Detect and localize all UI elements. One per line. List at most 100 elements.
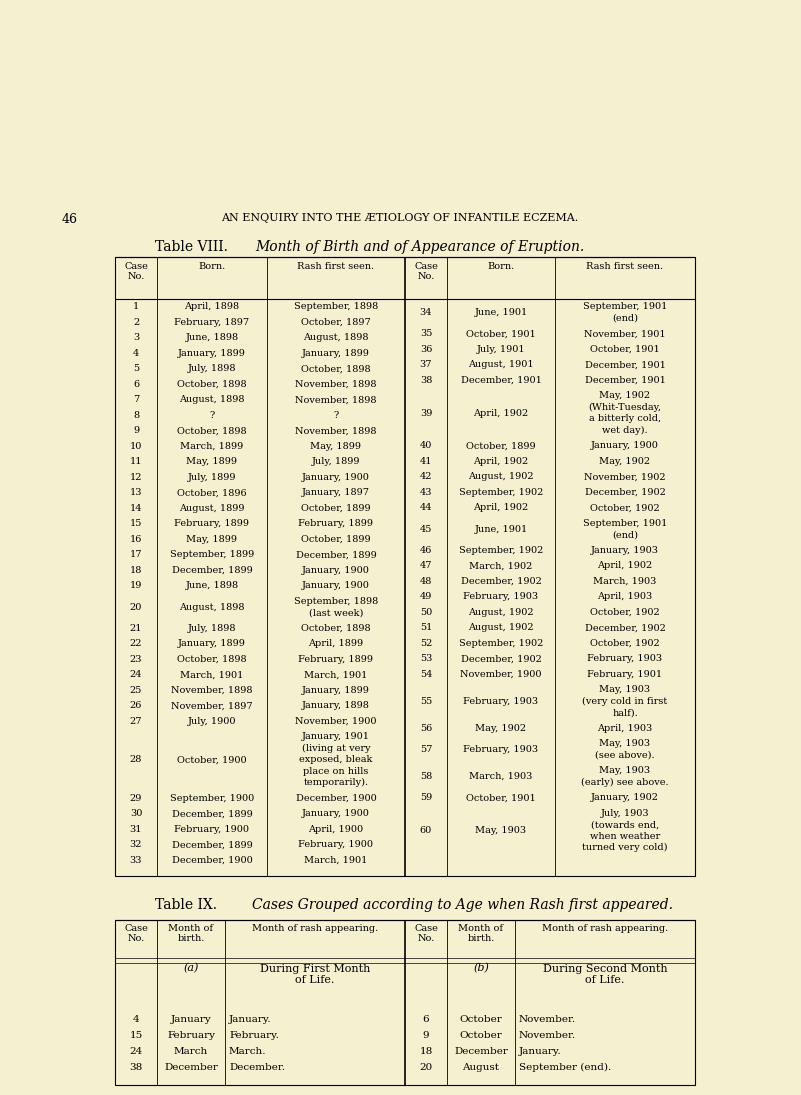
Text: January, 1900: January, 1900 [591, 441, 659, 450]
Text: September, 1902: September, 1902 [459, 638, 543, 648]
Text: Rash first seen.: Rash first seen. [586, 262, 663, 270]
Text: 24: 24 [130, 1047, 143, 1056]
Text: June, 1901: June, 1901 [474, 525, 528, 533]
Text: February, 1897: February, 1897 [175, 318, 250, 326]
Text: (last week): (last week) [309, 608, 363, 618]
Text: July, 1899: July, 1899 [312, 458, 360, 466]
Text: 28: 28 [130, 756, 143, 764]
Text: 10: 10 [130, 441, 143, 451]
Text: May, 1903: May, 1903 [599, 766, 650, 775]
Text: August, 1902: August, 1902 [469, 623, 533, 632]
Text: 51: 51 [420, 623, 433, 632]
Text: 41: 41 [420, 457, 433, 465]
Text: ?: ? [333, 411, 339, 419]
Text: exposed, bleak: exposed, bleak [300, 756, 372, 764]
Text: March, 1901: March, 1901 [304, 856, 368, 865]
Text: August, 1898: August, 1898 [304, 333, 368, 343]
Text: February, 1901: February, 1901 [587, 670, 662, 679]
Text: March, 1903: March, 1903 [594, 577, 657, 586]
Text: wet day).: wet day). [602, 426, 648, 435]
Text: July, 1903: July, 1903 [601, 809, 650, 818]
Text: (end): (end) [612, 530, 638, 539]
Text: May, 1903: May, 1903 [599, 739, 650, 748]
Text: 55: 55 [420, 696, 432, 706]
Text: 31: 31 [130, 825, 143, 833]
Text: October, 1902: October, 1902 [590, 608, 660, 616]
Text: May, 1899: May, 1899 [187, 534, 238, 544]
Text: Case
No.: Case No. [124, 924, 148, 944]
Text: December: December [164, 1062, 218, 1072]
Text: November.: November. [519, 1030, 576, 1039]
Text: March, 1902: March, 1902 [469, 562, 533, 570]
Text: January, 1903: January, 1903 [591, 545, 659, 555]
Text: 49: 49 [420, 592, 433, 601]
Text: March, 1899: March, 1899 [180, 441, 244, 451]
Text: May, 1902: May, 1902 [599, 457, 650, 465]
Text: May, 1899: May, 1899 [187, 458, 238, 466]
Text: 44: 44 [420, 504, 433, 512]
Text: June, 1898: June, 1898 [186, 333, 239, 343]
Text: 24: 24 [130, 670, 143, 679]
Text: place on hills: place on hills [304, 766, 368, 775]
Text: November, 1898: November, 1898 [296, 395, 376, 404]
Text: February, 1903: February, 1903 [587, 654, 662, 664]
Text: April, 1902: April, 1902 [473, 408, 529, 417]
Text: July, 1898: July, 1898 [187, 365, 236, 373]
Text: February, 1899: February, 1899 [299, 655, 373, 664]
Text: May, 1899: May, 1899 [311, 441, 361, 451]
Text: July, 1899: July, 1899 [187, 473, 236, 482]
Text: April, 1903: April, 1903 [598, 592, 653, 601]
Text: 6: 6 [423, 1014, 429, 1024]
Text: November, 1898: November, 1898 [171, 685, 253, 694]
Text: December, 1899: December, 1899 [296, 551, 376, 560]
Text: October: October [460, 1014, 502, 1024]
Text: 40: 40 [420, 441, 433, 450]
Text: January, 1899: January, 1899 [178, 348, 246, 358]
Text: June, 1901: June, 1901 [474, 308, 528, 316]
Text: April, 1902: April, 1902 [473, 457, 529, 465]
Text: September, 1898: September, 1898 [294, 302, 378, 311]
Text: 42: 42 [420, 472, 433, 481]
Text: Month of
birth.: Month of birth. [458, 924, 504, 944]
Text: March, 1903: March, 1903 [469, 772, 533, 781]
Text: November, 1900: November, 1900 [296, 717, 376, 726]
Text: Case
No.: Case No. [414, 262, 438, 281]
Text: May, 1903: May, 1903 [599, 685, 650, 694]
Text: November, 1898: November, 1898 [296, 426, 376, 435]
Text: March, 1901: March, 1901 [304, 670, 368, 679]
Text: 12: 12 [130, 473, 143, 482]
Text: half).: half). [612, 708, 638, 717]
Text: 27: 27 [130, 717, 143, 726]
Text: January, 1898: January, 1898 [302, 701, 370, 711]
Text: 26: 26 [130, 701, 143, 711]
Text: July, 1900: July, 1900 [187, 717, 236, 726]
Text: During First Month
of Life.: During First Month of Life. [260, 964, 370, 986]
Text: 18: 18 [130, 566, 143, 575]
Text: November, 1900: November, 1900 [461, 670, 541, 679]
Text: September, 1902: September, 1902 [459, 545, 543, 555]
Text: 4: 4 [133, 1014, 139, 1024]
Text: 6: 6 [133, 380, 139, 389]
Text: August, 1901: August, 1901 [469, 360, 533, 369]
Text: 46: 46 [420, 545, 433, 555]
Text: January, 1899: January, 1899 [302, 685, 370, 694]
Text: September, 1902: September, 1902 [459, 487, 543, 497]
Text: 60: 60 [420, 826, 432, 835]
Text: August, 1898: August, 1898 [179, 395, 245, 404]
Text: Month of rash appearing.: Month of rash appearing. [252, 924, 378, 933]
Text: September (end).: September (end). [519, 1062, 611, 1072]
Text: October, 1898: October, 1898 [177, 380, 247, 389]
Text: 19: 19 [130, 581, 143, 590]
Text: 22: 22 [130, 639, 143, 648]
Text: January, 1900: January, 1900 [302, 473, 370, 482]
Text: January, 1899: January, 1899 [178, 639, 246, 648]
Text: October, 1899: October, 1899 [466, 441, 536, 450]
Text: December, 1900: December, 1900 [171, 856, 252, 865]
Text: 45: 45 [420, 525, 433, 533]
Text: October, 1899: October, 1899 [301, 534, 371, 544]
Text: 33: 33 [130, 856, 143, 865]
Text: December, 1899: December, 1899 [171, 809, 252, 818]
Text: April, 1899: April, 1899 [308, 639, 364, 648]
Text: January, 1900: January, 1900 [302, 566, 370, 575]
Text: ?: ? [209, 411, 215, 419]
